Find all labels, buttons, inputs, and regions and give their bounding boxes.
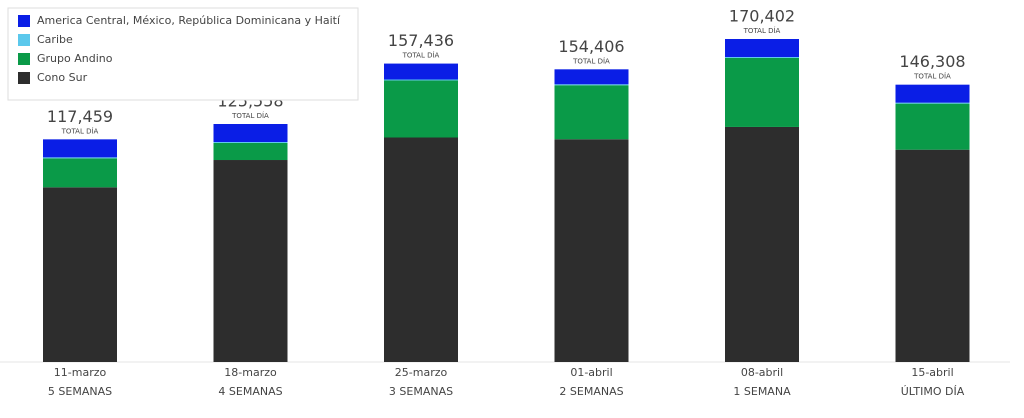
legend-label: America Central, México, República Domin… (37, 14, 341, 27)
total-label: 154,406 (558, 37, 624, 56)
bar-segment (725, 57, 799, 58)
total-label: 157,436 (388, 31, 454, 50)
legend-swatch (18, 15, 30, 27)
bar-segment (213, 142, 288, 143)
legend: America Central, México, República Domin… (7, 7, 359, 101)
total-label: 117,459 (47, 107, 113, 126)
x-tick-label: 01-abril (570, 366, 612, 379)
bar-segment (43, 157, 117, 159)
legend-swatch (18, 53, 30, 65)
x-sublabel: 2 SEMANAS (559, 385, 623, 398)
total-caption: TOTAL DÍA (743, 26, 781, 35)
x-tick-label: 18-marzo (224, 366, 277, 379)
x-tick-label: 08-abril (741, 366, 783, 379)
legend-box (7, 7, 359, 101)
legend-label: Cono Sur (37, 71, 88, 84)
bar-segment (213, 160, 288, 362)
bar-segment (43, 187, 117, 362)
total-caption: TOTAL DÍA (231, 111, 269, 120)
bar-segment (725, 39, 799, 58)
x-tick-label: 11-marzo (54, 366, 107, 379)
bar-segment (725, 57, 799, 127)
bar-segment (554, 69, 629, 85)
total-label: 170,402 (729, 7, 795, 26)
x-sublabel: 1 SEMANA (733, 385, 791, 398)
x-tick-label: 15-abril (911, 366, 953, 379)
bar-segment (554, 139, 629, 362)
bar-segment (384, 137, 458, 362)
legend-label: Caribe (37, 33, 73, 46)
bar-segment (895, 102, 970, 104)
total-caption: TOTAL DÍA (572, 56, 610, 65)
bar-segment (895, 149, 970, 362)
bar-segment (43, 139, 117, 158)
total-caption: TOTAL DÍA (402, 51, 440, 60)
bar-segment (554, 84, 629, 86)
total-caption: TOTAL DÍA (61, 126, 99, 135)
bar-segment (43, 158, 117, 188)
bar-segment (725, 126, 799, 362)
legend-label: Grupo Andino (37, 52, 113, 65)
bar-segment (213, 142, 288, 161)
legend-swatch (18, 72, 30, 84)
bar-segment (554, 85, 629, 140)
bar-segment (213, 124, 288, 143)
total-label: 146,308 (899, 52, 965, 71)
x-sublabel: 5 SEMANAS (48, 385, 112, 398)
bar-segment (384, 63, 458, 80)
legend-swatch (18, 34, 30, 46)
bar-segment (384, 79, 458, 81)
x-sublabel: 4 SEMANAS (218, 385, 282, 398)
x-sublabel: ÚLTIMO DÍA (901, 385, 965, 398)
bar-segment (895, 84, 970, 103)
x-tick-label: 25-marzo (395, 366, 448, 379)
total-caption: TOTAL DÍA (913, 72, 951, 81)
x-sublabel: 3 SEMANAS (389, 385, 453, 398)
bar-segment (895, 103, 970, 150)
bar-segment (384, 80, 458, 138)
